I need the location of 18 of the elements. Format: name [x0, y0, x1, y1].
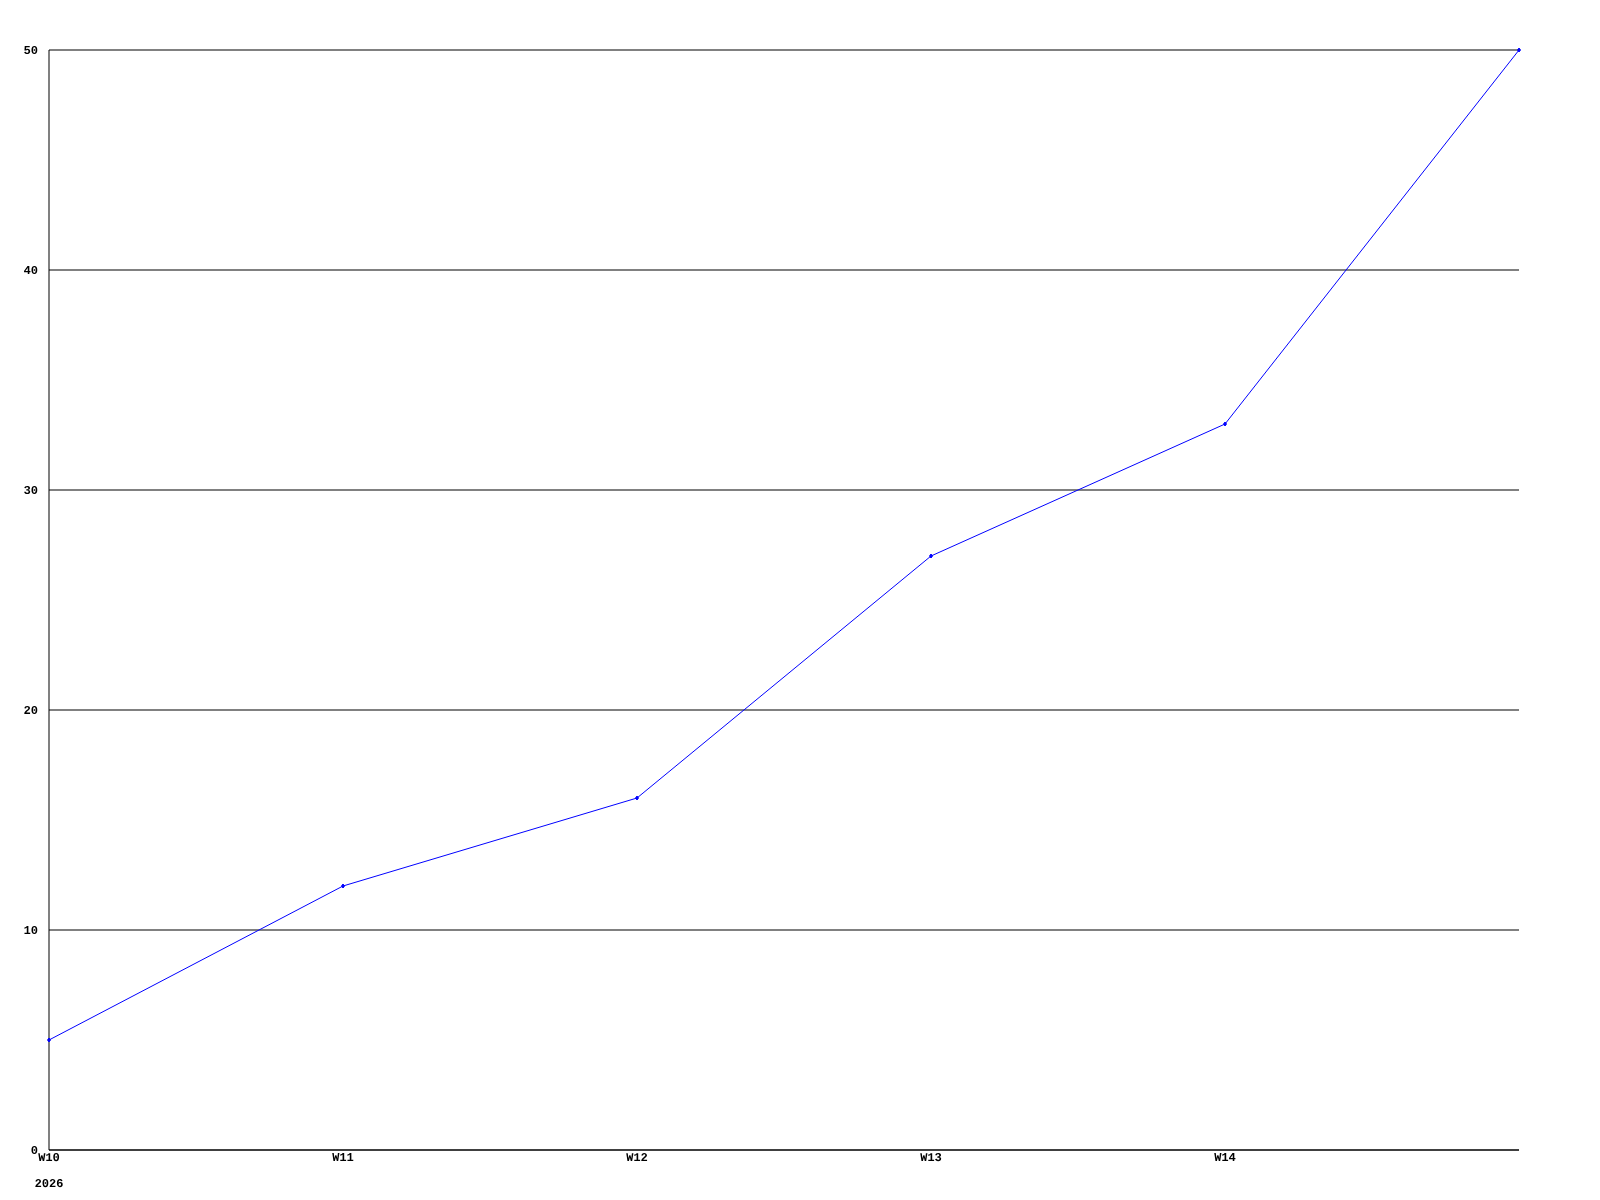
- point: [1517, 47, 1522, 53]
- x-tick-label: W11: [332, 1153, 354, 1161]
- x-tick-label: W14: [1214, 1153, 1236, 1161]
- y-tick-label: 40: [24, 265, 38, 275]
- y-tick-label: 30: [24, 485, 38, 495]
- point: [341, 883, 346, 889]
- point: [929, 553, 934, 559]
- y-tick-label: 10: [24, 925, 38, 935]
- y-tick-label: 0: [31, 1145, 38, 1155]
- x-tick-label: W13: [920, 1153, 942, 1162]
- point: [1223, 421, 1228, 427]
- x-tick-label: W12: [626, 1153, 648, 1162]
- point: [47, 1037, 51, 1043]
- y-tick-label: 20: [24, 705, 38, 715]
- y-tick-label: 50: [24, 45, 38, 55]
- text: 2026: [35, 1179, 63, 1188]
- x-tick-label: W10: [38, 1153, 60, 1162]
- point: [635, 795, 640, 801]
